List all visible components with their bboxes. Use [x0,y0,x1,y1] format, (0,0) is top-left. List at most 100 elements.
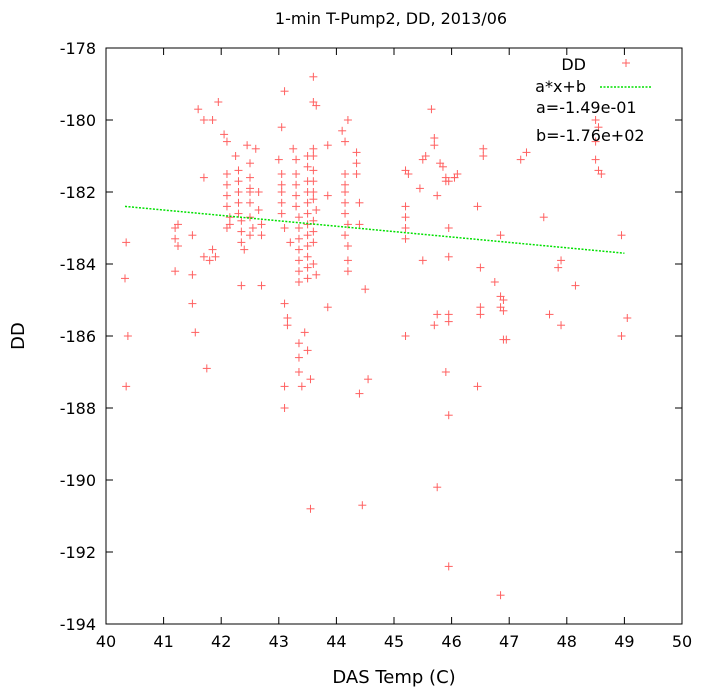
data-point [123,332,132,340]
data-point [234,177,243,186]
data-point [222,180,231,189]
data-point [309,177,318,186]
data-point [343,220,352,229]
data-point [303,263,312,272]
data-point [309,195,318,204]
data-point [199,252,208,261]
data-point [312,206,321,214]
data-point [415,184,424,193]
data-point [430,134,439,142]
data-point [441,368,450,376]
data-point [237,227,246,236]
data-point [343,267,352,276]
data-point [303,252,312,261]
data-point [433,483,442,492]
data-point [122,238,131,247]
data-point [352,148,361,157]
data-point [309,227,318,236]
data-point [401,234,410,243]
data-point [188,299,197,308]
data-point [490,278,499,286]
y-tick-label: -184 [60,255,96,274]
data-point [341,209,350,218]
data-point [280,224,289,232]
data-point [292,170,301,178]
data-point [292,180,301,189]
data-point [277,198,286,207]
data-point [191,328,200,337]
data-point [205,256,214,265]
data-point [211,252,220,261]
data-point [225,213,234,222]
x-tick-label: 41 [153,632,173,651]
data-point [557,321,566,330]
data-point [306,504,315,513]
x-tick-label: 44 [326,632,346,651]
data-point [323,303,332,312]
data-point [294,256,303,265]
data-point [343,116,352,124]
data-point [246,198,254,207]
data-point [341,231,350,240]
data-point [254,188,263,196]
data-point [194,105,203,114]
data-point [171,267,180,276]
data-point [444,310,453,319]
data-point [303,231,312,240]
annotation-a: a=-1.49e-01 [536,98,637,117]
data-point [246,188,254,196]
data-point [121,274,130,283]
data-point [231,152,240,160]
data-point [306,375,315,384]
data-point [341,198,350,207]
data-point [438,162,447,171]
data-point [343,256,352,265]
data-point [312,101,321,110]
data-point [341,188,350,196]
data-point [418,256,427,265]
data-point [280,87,289,96]
data-point [237,281,246,290]
data-point [202,364,211,373]
data-point [303,242,312,250]
data-point [309,238,318,247]
annotation-b: b=-1.76e+02 [536,126,645,145]
data-point [594,123,603,132]
data-point [591,137,600,146]
data-point [292,191,301,200]
data-point [234,209,243,218]
data-point [174,220,182,229]
data-point [571,281,580,290]
data-point [277,209,286,218]
data-point [286,238,295,247]
data-point [591,116,600,124]
data-point [294,267,303,276]
x-tick-label: 46 [441,632,461,651]
data-point [473,202,482,211]
data-point [243,141,252,150]
data-point [404,170,413,178]
data-point [444,252,453,261]
data-point [292,202,301,211]
data-point [476,303,485,312]
data-point [352,159,361,168]
data-point [430,321,439,330]
data-point [277,123,286,132]
data-point [309,152,318,160]
data-point [188,270,197,279]
data-point [401,213,410,222]
data-point [246,231,254,240]
data-point [251,144,260,153]
data-point [303,346,312,355]
data-point [254,206,263,214]
data-point [171,234,180,243]
data-point [309,144,318,153]
data-point [323,191,332,200]
data-point [539,213,548,222]
data-point [341,180,350,189]
data-point [220,130,229,139]
legend-point-symbol [622,59,630,67]
data-point [237,238,246,247]
data-point [444,177,453,186]
data-point [294,353,303,362]
